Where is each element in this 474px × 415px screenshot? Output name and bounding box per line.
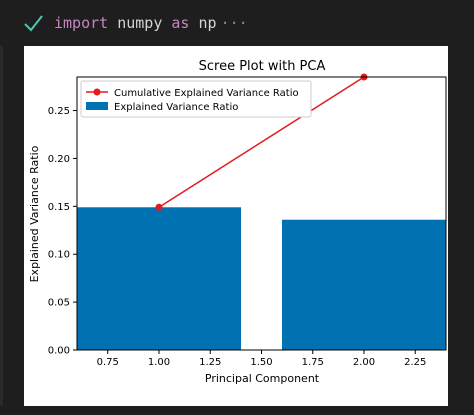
cumulative-point-1 bbox=[155, 203, 163, 211]
y-tick-label: 0.00 bbox=[48, 346, 70, 357]
bar-pc-1 bbox=[77, 207, 241, 350]
cell-output: Scree Plot with PCA Principal Component … bbox=[24, 46, 448, 406]
y-tick-label: 0.25 bbox=[48, 106, 70, 117]
chart-title: Scree Plot with PCA bbox=[199, 59, 326, 74]
x-tick-label: 1.25 bbox=[199, 357, 221, 368]
code-cell-header[interactable]: import numpy as np ··· bbox=[0, 0, 474, 46]
x-tick-label: 0.75 bbox=[97, 357, 119, 368]
more-code-ellipsis[interactable]: ··· bbox=[220, 14, 248, 32]
code-alias: np bbox=[189, 14, 217, 32]
code-keyword-import: import bbox=[54, 14, 109, 32]
legend-label-cumulative: Cumulative Explained Variance Ratio bbox=[114, 88, 299, 99]
y-tick-label: 0.15 bbox=[48, 202, 70, 213]
y-tick-label: 0.20 bbox=[48, 154, 70, 165]
check-icon bbox=[24, 15, 43, 32]
x-tick-label: 1.00 bbox=[148, 357, 170, 368]
code-line[interactable]: import numpy as np ··· bbox=[54, 13, 248, 33]
x-tick-label: 2.25 bbox=[404, 357, 426, 368]
y-axis-label: Explained Variance Ratio bbox=[28, 145, 41, 282]
scree-plot-chart: Scree Plot with PCA Principal Component … bbox=[28, 59, 447, 385]
plot-area: 0.75 1.00 1.25 1.50 1.75 2.00 2.25 0.00 0.05 0.10… bbox=[48, 73, 447, 368]
legend-line-marker bbox=[93, 88, 101, 96]
x-tick-label: 2.00 bbox=[353, 357, 375, 368]
y-tick-label: 0.05 bbox=[48, 298, 70, 309]
legend-bar-swatch bbox=[86, 102, 108, 110]
x-tick-label: 1.50 bbox=[250, 357, 272, 368]
code-keyword-as: as bbox=[171, 14, 190, 32]
legend-label-explained: Explained Variance Ratio bbox=[114, 102, 238, 113]
bar-pc-2 bbox=[282, 219, 446, 350]
cumulative-line bbox=[158, 76, 365, 208]
y-tick-label: 0.10 bbox=[48, 250, 70, 261]
x-tick-label: 1.75 bbox=[302, 357, 324, 368]
x-axis-label: Principal Component bbox=[205, 372, 320, 385]
legend: Cumulative Explained Variance Ratio Expla… bbox=[80, 80, 312, 118]
code-module: numpy bbox=[108, 14, 172, 32]
output-rail bbox=[0, 46, 3, 406]
legend-box bbox=[80, 80, 312, 118]
